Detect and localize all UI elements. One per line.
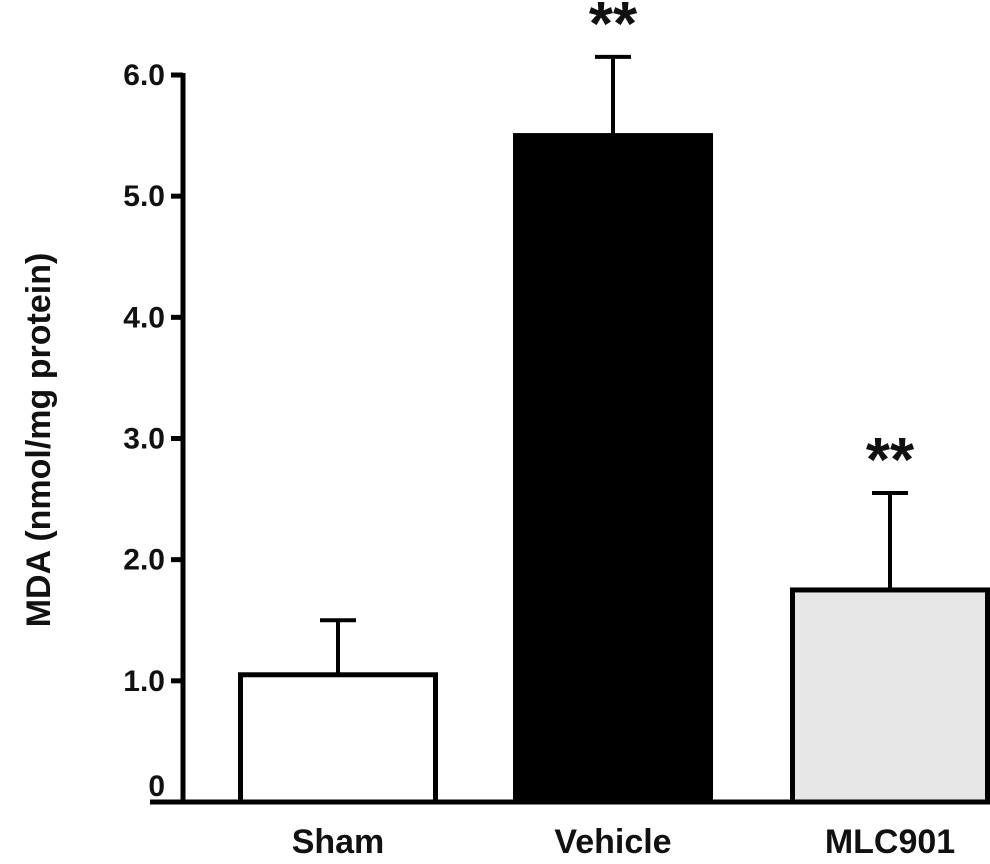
error-bars [320, 54, 908, 675]
category-label-vehicle: Vehicle [554, 823, 671, 861]
significance-vehicle: ** [589, 0, 638, 59]
y-tick-label: 6.0 [123, 59, 165, 92]
y-axis-ticks: 0 1.0 2.0 3.0 4.0 5.0 6.0 [123, 59, 183, 803]
bar-sham [238, 672, 438, 805]
bar-mlc901 [790, 587, 990, 805]
y-axis-title: MDA (nmol/mg protein) [20, 253, 58, 628]
y-tick-label: 0 [148, 770, 165, 803]
y-tick-label: 5.0 [123, 180, 165, 213]
significance-annotations: ** ** [589, 0, 915, 495]
y-tick-label: 2.0 [123, 544, 165, 577]
category-label-sham: Sham [292, 823, 385, 861]
category-label-mlc901: MLC901 [825, 823, 955, 861]
y-tick-label: 4.0 [123, 301, 165, 334]
significance-mlc901: ** [866, 426, 915, 495]
bar-vehicle [513, 133, 713, 805]
bars [238, 133, 990, 805]
y-tick-label: 3.0 [123, 423, 165, 456]
axes [150, 73, 988, 805]
y-tick-label: 1.0 [123, 665, 165, 698]
category-labels: Sham Vehicle MLC901 [292, 823, 955, 861]
